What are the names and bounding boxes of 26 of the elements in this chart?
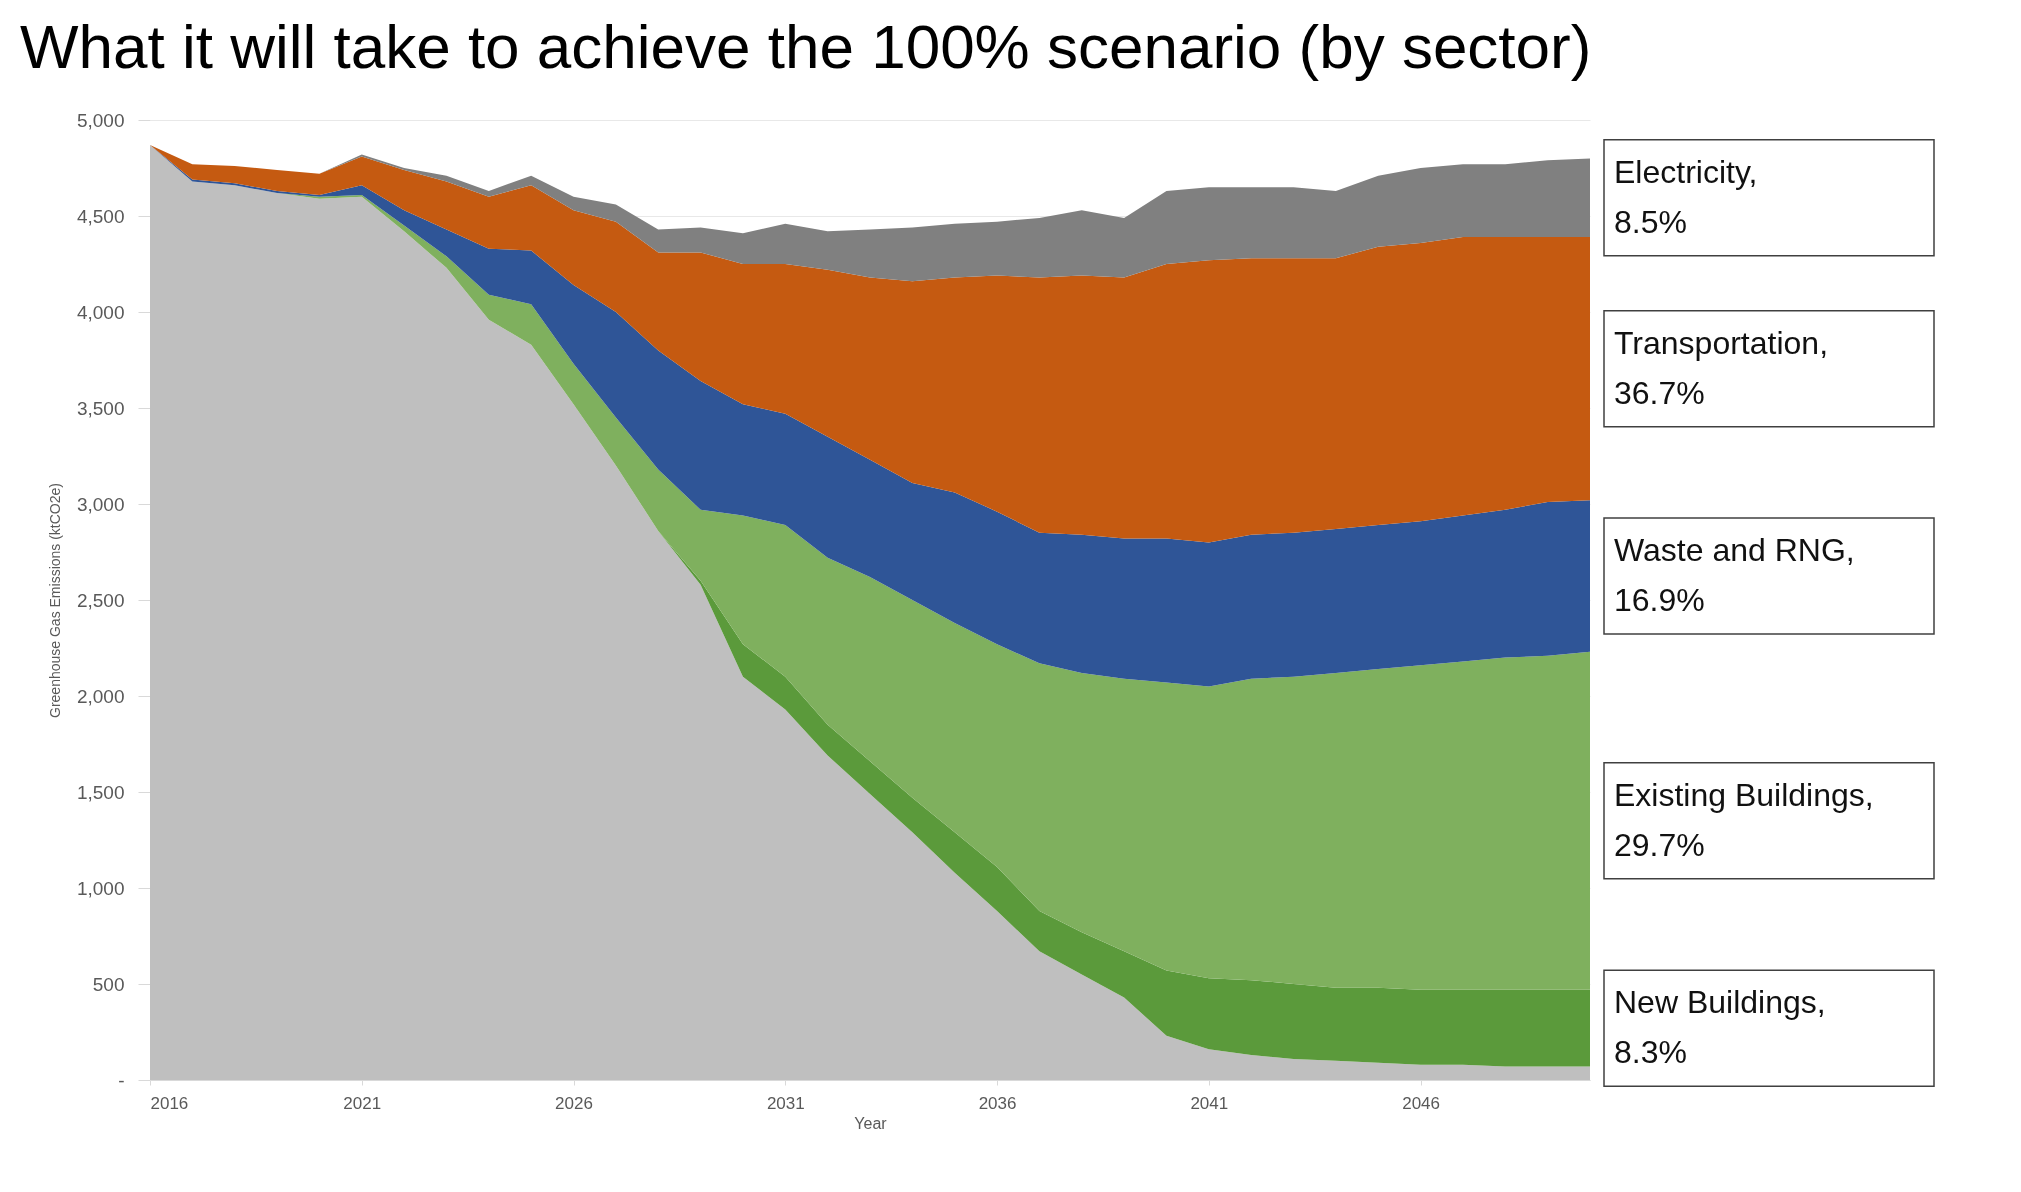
series-label: Electricity, 8.5% bbox=[1614, 153, 1758, 240]
y-tick-label: 3,500 bbox=[76, 397, 125, 419]
y-tick-label: 4,000 bbox=[76, 301, 125, 323]
series-label: New Buildings, 8.3% bbox=[1614, 984, 1826, 1071]
x-tick-label: 2016 bbox=[150, 1093, 189, 1113]
x-tick-label: 2031 bbox=[766, 1093, 805, 1113]
x-tick-label: 2026 bbox=[555, 1093, 593, 1113]
y-tick-label: 2,000 bbox=[76, 685, 125, 707]
y-tick-label: 5,000 bbox=[76, 109, 125, 131]
y-tick-label: 1,500 bbox=[76, 781, 125, 803]
x-tick-label: 2021 bbox=[343, 1093, 382, 1113]
series-label: Transportation, 36.7% bbox=[1614, 324, 1829, 411]
x-tick-label: 2046 bbox=[1402, 1093, 1440, 1113]
y-tick-label: 1,000 bbox=[76, 877, 125, 899]
series-label: Waste and RNG, 16.9% bbox=[1614, 532, 1855, 618]
y-tick-label: 500 bbox=[92, 973, 125, 995]
x-tick-label: 2041 bbox=[1190, 1093, 1229, 1113]
x-axis-title: Year bbox=[854, 1114, 888, 1132]
y-tick-label: 3,000 bbox=[76, 493, 125, 515]
y-axis-title: Greenhouse Gas Emissions (ktCO2e) bbox=[46, 483, 63, 718]
y-tick-label: - bbox=[118, 1069, 125, 1091]
y-tick-label: 4,500 bbox=[76, 205, 125, 227]
series-label: Existing Buildings, 29.7% bbox=[1614, 776, 1874, 863]
chart-title: What it will take to achieve the 100% scenario (by sector) bbox=[20, 12, 1592, 81]
y-tick-label: 2,500 bbox=[76, 589, 125, 611]
x-tick-label: 2036 bbox=[978, 1093, 1017, 1113]
